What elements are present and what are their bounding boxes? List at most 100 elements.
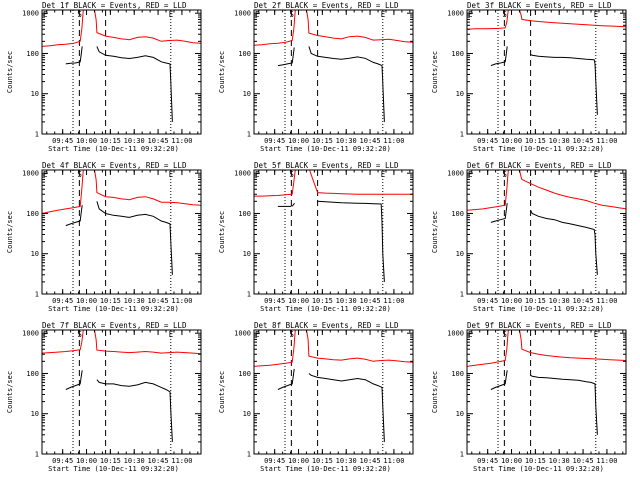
y-tick-label: 1000 — [22, 10, 39, 18]
y-tick-label: 100 — [238, 210, 251, 218]
y-tick-label: 10 — [31, 250, 39, 258]
x-tick-label: 11:00 — [171, 137, 192, 145]
x-tick-label: 10:45 — [148, 297, 169, 305]
y-tick-label: 1 — [35, 451, 39, 459]
interval-marker-e: E — [381, 170, 386, 179]
x-tick-label: 09:45 — [52, 457, 73, 465]
x-tick-label: 10:15 — [312, 137, 333, 145]
plot-frame — [253, 169, 414, 295]
y-tick-label: 1000 — [447, 10, 464, 18]
events-series-line — [65, 205, 83, 227]
x-tick-label: 10:00 — [76, 297, 97, 305]
x-tick-label: 10:30 — [124, 137, 145, 145]
y-axis-label: Counts/sec — [6, 51, 14, 93]
x-axis-label: Start Time (10-Dec-11 09:32:20) — [48, 305, 179, 313]
y-tick-label: 100 — [451, 370, 464, 378]
y-tick-label: 10 — [243, 410, 251, 418]
events-series-line — [317, 200, 385, 282]
y-tick-label: 10 — [243, 250, 251, 258]
x-tick-label: 11:00 — [383, 457, 404, 465]
events-series-line — [530, 53, 598, 115]
x-tick-label: 09:45 — [264, 297, 285, 305]
interval-marker-e: E — [468, 330, 473, 339]
interval-marker-e: E — [255, 10, 260, 19]
interval-marker-e: E — [594, 10, 599, 19]
x-tick-label: 10:00 — [501, 457, 522, 465]
events-series-line — [490, 46, 508, 67]
x-tick-label: 10:30 — [336, 457, 357, 465]
x-tick-label: 10:30 — [124, 297, 145, 305]
x-tick-label: 10:30 — [549, 457, 570, 465]
x-tick-label: 11:00 — [596, 137, 617, 145]
y-axis-label: Counts/sec — [431, 211, 439, 253]
interval-marker-e: E — [255, 330, 260, 339]
x-tick-label: 10:45 — [360, 297, 381, 305]
y-tick-label: 100 — [451, 50, 464, 58]
y-tick-label: 1 — [460, 451, 464, 459]
x-tick-label: 10:15 — [312, 457, 333, 465]
events-series-line — [277, 47, 295, 67]
lld-series-line — [41, 9, 202, 47]
lld-series-line — [466, 9, 627, 30]
y-tick-label: 10 — [456, 410, 464, 418]
y-tick-label: 1000 — [22, 170, 39, 178]
events-series-line — [291, 202, 295, 207]
events-series-line — [490, 203, 508, 223]
plot-frame — [466, 329, 627, 455]
interval-marker-e: E — [169, 330, 174, 339]
interval-marker-e: E — [594, 330, 599, 339]
x-tick-label: 10:00 — [288, 457, 309, 465]
y-tick-label: 10 — [31, 90, 39, 98]
x-axis-label: Start Time (10-Dec-11 09:32:20) — [260, 465, 391, 473]
y-tick-label: 1 — [460, 291, 464, 299]
x-tick-label: 10:00 — [501, 137, 522, 145]
x-tick-label: 10:45 — [148, 137, 169, 145]
events-series-line — [530, 210, 598, 275]
x-tick-label: 10:30 — [336, 297, 357, 305]
x-tick-label: 11:00 — [596, 297, 617, 305]
y-tick-label: 1000 — [22, 330, 39, 338]
interval-marker-s: S — [289, 330, 294, 339]
x-tick-label: 10:15 — [100, 137, 121, 145]
x-tick-label: 09:45 — [52, 297, 73, 305]
y-tick-label: 1 — [247, 131, 251, 139]
lld-series-line — [254, 169, 413, 197]
x-tick-label: 09:45 — [264, 457, 285, 465]
x-tick-label: 10:15 — [100, 297, 121, 305]
interval-marker-e: E — [43, 170, 48, 179]
interval-marker-e: E — [169, 170, 174, 179]
events-series-line — [277, 368, 295, 390]
interval-marker-e: E — [43, 10, 48, 19]
x-tick-label: 10:00 — [288, 137, 309, 145]
x-tick-label: 10:15 — [100, 457, 121, 465]
x-tick-label: 09:45 — [477, 137, 498, 145]
y-tick-label: 1 — [247, 291, 251, 299]
y-tick-label: 100 — [26, 210, 39, 218]
x-axis-label: Start Time (10-Dec-11 09:32:20) — [48, 465, 179, 473]
y-tick-label: 1000 — [447, 330, 464, 338]
y-tick-label: 1 — [247, 451, 251, 459]
x-tick-label: 10:15 — [525, 457, 546, 465]
x-tick-label: 10:15 — [312, 297, 333, 305]
plot-frame — [253, 9, 414, 135]
events-series-line — [490, 370, 508, 390]
y-tick-label: 10 — [31, 410, 39, 418]
x-axis-label: Start Time (10-Dec-11 09:32:20) — [260, 305, 391, 313]
x-tick-label: 10:00 — [501, 297, 522, 305]
interval-marker-s: S — [77, 330, 82, 339]
interval-marker-s: S — [289, 170, 294, 179]
x-tick-label: 11:00 — [596, 457, 617, 465]
plot-frame — [41, 329, 202, 455]
y-tick-label: 1000 — [234, 330, 251, 338]
lld-series-line — [41, 169, 202, 214]
x-tick-label: 10:45 — [360, 457, 381, 465]
